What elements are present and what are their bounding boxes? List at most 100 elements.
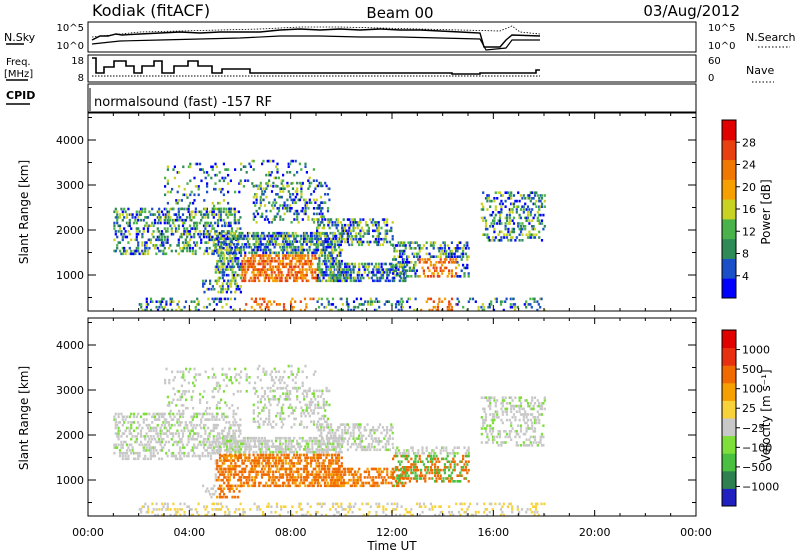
echo-cell bbox=[320, 423, 322, 426]
echo-cell bbox=[154, 416, 156, 419]
echo-cell bbox=[437, 255, 439, 258]
echo-cell bbox=[119, 216, 121, 219]
echo-cell bbox=[341, 435, 343, 438]
echo-cell bbox=[164, 444, 166, 447]
echo-cell bbox=[200, 427, 202, 430]
echo-cell bbox=[521, 222, 523, 225]
echo-cell bbox=[278, 401, 280, 404]
echo-cell bbox=[209, 413, 211, 416]
echo-cell bbox=[248, 457, 250, 460]
echo-cell bbox=[523, 205, 525, 208]
echo-cell bbox=[369, 241, 371, 244]
echo-cell bbox=[222, 282, 224, 285]
echo-cell bbox=[155, 430, 157, 433]
echo-cell bbox=[167, 182, 169, 185]
echo-cell bbox=[482, 205, 484, 208]
echo-cell bbox=[127, 446, 129, 449]
echo-cell bbox=[172, 233, 174, 236]
echo-cell bbox=[216, 427, 218, 430]
echo-cell bbox=[234, 168, 236, 171]
echo-cell bbox=[428, 253, 430, 256]
echo-cell bbox=[164, 227, 166, 230]
echo-cell bbox=[510, 191, 512, 194]
echo-cell bbox=[190, 421, 192, 424]
echo-cell bbox=[328, 238, 330, 241]
echo-cell bbox=[165, 427, 167, 430]
echo-cell bbox=[230, 232, 232, 235]
echo-cell bbox=[406, 264, 408, 267]
echo-cell bbox=[244, 459, 246, 462]
echo-cell bbox=[296, 210, 298, 213]
echo-cell bbox=[299, 443, 301, 446]
echo-cell bbox=[264, 204, 266, 207]
echo-cell bbox=[177, 303, 179, 306]
echo-cell bbox=[129, 233, 131, 236]
echo-cell bbox=[261, 163, 263, 166]
echo-cell bbox=[290, 459, 292, 462]
echo-cell bbox=[495, 236, 497, 239]
echo-cell bbox=[296, 398, 298, 401]
echo-cell bbox=[311, 443, 313, 446]
echo-cell bbox=[113, 452, 115, 455]
echo-cell bbox=[281, 271, 283, 274]
echo-cell bbox=[213, 430, 215, 433]
echo-cell bbox=[250, 257, 252, 260]
echo-cell bbox=[538, 197, 540, 200]
echo-cell bbox=[184, 306, 186, 309]
echo-cell bbox=[186, 196, 188, 199]
echo-cell bbox=[358, 268, 360, 271]
echo-cell bbox=[498, 233, 500, 236]
echo-cell bbox=[251, 298, 253, 301]
echo-cell bbox=[334, 221, 336, 224]
echo-cell bbox=[147, 253, 149, 256]
echo-cell bbox=[241, 232, 243, 235]
echo-cell bbox=[352, 224, 354, 227]
echo-cell bbox=[531, 306, 533, 309]
echo-cell bbox=[296, 215, 298, 218]
echo-cell bbox=[191, 300, 193, 303]
echo-cell bbox=[119, 241, 121, 244]
echo-cell bbox=[279, 415, 281, 418]
echo-cell bbox=[234, 451, 236, 454]
echo-cell bbox=[254, 440, 256, 443]
echo-cell bbox=[306, 395, 308, 398]
echo-cell bbox=[210, 288, 212, 291]
echo-cell bbox=[232, 263, 234, 266]
echo-cell bbox=[379, 244, 381, 247]
echo-cell bbox=[424, 275, 426, 278]
echo-cell bbox=[206, 171, 208, 174]
echo-cell bbox=[162, 438, 164, 441]
echo-cell bbox=[255, 451, 257, 454]
echo-cell bbox=[343, 238, 345, 241]
echo-cell bbox=[288, 445, 290, 448]
echo-cell bbox=[195, 185, 197, 188]
echo-cell bbox=[230, 282, 232, 285]
echo-cell bbox=[182, 250, 184, 253]
echo-cell bbox=[270, 387, 272, 390]
echo-cell bbox=[350, 432, 352, 435]
echo-cell bbox=[395, 269, 397, 272]
echo-cell bbox=[230, 427, 232, 430]
echo-cell bbox=[220, 216, 222, 219]
echo-cell bbox=[311, 482, 313, 485]
echo-cell bbox=[223, 430, 225, 433]
echo-cell bbox=[359, 238, 361, 241]
echo-cell bbox=[251, 182, 253, 185]
echo-cell bbox=[316, 252, 318, 255]
echo-cell bbox=[365, 437, 367, 440]
echo-cell bbox=[169, 219, 171, 222]
echo-cell bbox=[130, 427, 132, 430]
echo-cell bbox=[203, 199, 205, 202]
echo-cell bbox=[293, 235, 295, 238]
echo-cell bbox=[268, 445, 270, 448]
echo-cell bbox=[400, 272, 402, 275]
echo-cell bbox=[253, 249, 255, 252]
echo-cell bbox=[232, 437, 234, 440]
echo-cell bbox=[311, 263, 313, 266]
echo-cell bbox=[524, 225, 526, 228]
echo-cell bbox=[253, 201, 255, 204]
echo-cell bbox=[146, 432, 148, 435]
echo-cell bbox=[208, 288, 210, 291]
echo-cell bbox=[285, 254, 287, 257]
echo-cell bbox=[521, 233, 523, 236]
